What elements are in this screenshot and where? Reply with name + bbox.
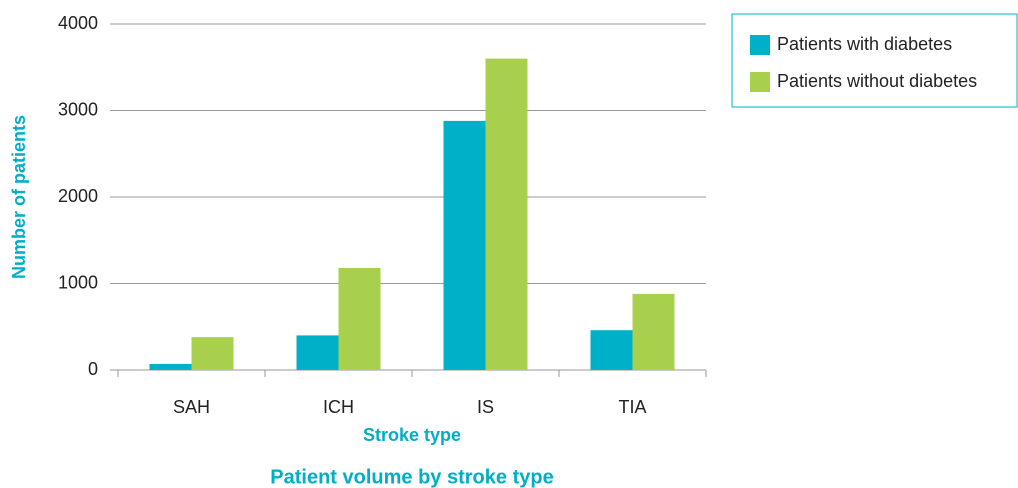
bar	[590, 330, 633, 370]
bar	[338, 267, 381, 370]
bar	[296, 335, 339, 370]
x-tick-label: IS	[477, 397, 494, 417]
y-axis-label: Number of patients	[9, 115, 29, 279]
legend-label: Patients with diabetes	[777, 34, 952, 54]
x-tick-label: TIA	[618, 397, 646, 417]
legend-swatch	[750, 72, 770, 92]
x-tick-label: ICH	[323, 397, 354, 417]
legend-swatch	[750, 35, 770, 55]
bar	[443, 120, 486, 370]
y-tick-label: 1000	[58, 272, 98, 292]
x-axis-label: Stroke type	[363, 425, 461, 445]
bar	[191, 337, 234, 370]
y-tick-label: 0	[88, 359, 98, 379]
bar	[632, 293, 675, 370]
y-tick-label: 4000	[58, 13, 98, 33]
x-tick-label: SAH	[173, 397, 210, 417]
legend-label: Patients without diabetes	[777, 71, 977, 91]
chart-title: Patient volume by stroke type	[270, 466, 553, 488]
bar	[149, 363, 192, 370]
bar	[485, 58, 528, 370]
y-tick-label: 3000	[58, 99, 98, 119]
y-tick-label: 2000	[58, 186, 98, 206]
legend-box	[731, 13, 1018, 108]
